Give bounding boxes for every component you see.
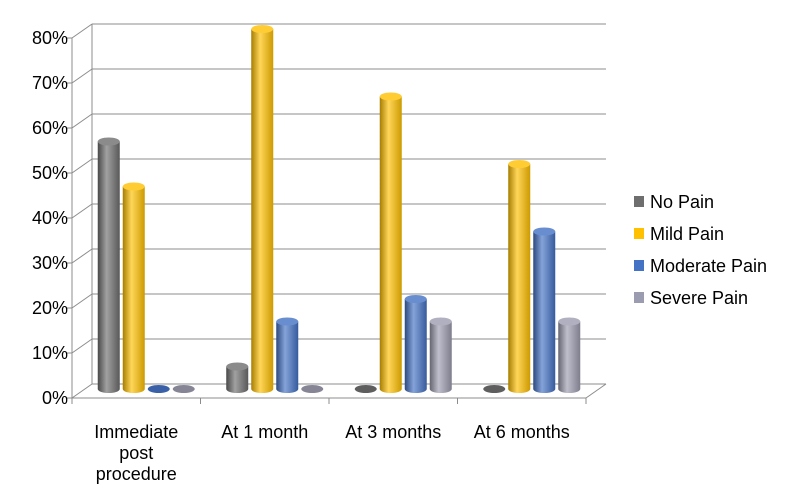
axes — [67, 24, 607, 404]
gridline-depth — [71, 23, 93, 39]
bar — [508, 160, 531, 393]
legend-label: Mild Pain — [650, 224, 724, 244]
bar-body — [558, 321, 581, 393]
bar-body — [276, 321, 299, 393]
legend-item: Mild Pain — [634, 224, 724, 244]
bar — [354, 385, 377, 393]
gridline-depth — [71, 248, 93, 264]
x-tick-label: At 3 months — [345, 422, 441, 442]
legend-label: Severe Pain — [650, 288, 748, 308]
y-tick-label: 20% — [32, 298, 68, 318]
y-tick-label: 0% — [42, 388, 68, 408]
bar-body — [429, 321, 452, 393]
bar-body — [97, 141, 120, 393]
gridline-depth — [71, 113, 93, 129]
bar-top — [226, 362, 249, 371]
bar — [533, 227, 556, 393]
bar — [172, 385, 195, 393]
gridline-depth — [71, 383, 93, 399]
bar-top — [404, 295, 427, 303]
x-tick-labels: Immediate post procedure At 1 month At 3 mon… — [94, 422, 570, 484]
gridline-depth — [71, 338, 93, 354]
bar — [147, 385, 170, 393]
bar-top — [483, 385, 506, 393]
legend-item: No Pain — [634, 192, 714, 212]
bar-top — [508, 160, 531, 168]
bar-top — [533, 227, 556, 236]
bar-body — [379, 96, 402, 393]
bar — [404, 295, 427, 393]
legend-swatch — [634, 228, 644, 239]
bar — [251, 25, 274, 393]
legend-item: Severe Pain — [634, 288, 748, 308]
bars — [97, 25, 581, 393]
legend-swatch — [634, 292, 644, 303]
y-tick-label: 30% — [32, 253, 68, 273]
bar-top — [172, 385, 195, 393]
bar-top — [122, 182, 145, 191]
bar-top — [301, 385, 324, 393]
bar-body — [122, 186, 145, 393]
bar-body — [533, 231, 556, 393]
y-tick-label: 80% — [32, 28, 68, 48]
floor-edge — [585, 383, 607, 399]
bar — [558, 317, 581, 393]
bar-top — [354, 385, 377, 393]
bar — [301, 385, 324, 393]
x-tick-label: At 1 month — [221, 422, 308, 442]
bar-top — [276, 317, 299, 326]
gridline-depth — [71, 293, 93, 309]
bar-top — [97, 137, 120, 146]
bar-body — [404, 299, 427, 393]
bar-top — [558, 317, 581, 326]
y-tick-label: 40% — [32, 208, 68, 228]
bar-body — [251, 29, 274, 393]
bar — [276, 317, 299, 393]
x-tick-label: At 6 months — [474, 422, 570, 442]
bar-top — [429, 317, 452, 326]
legend-label: Moderate Pain — [650, 256, 767, 276]
gridline-depth — [71, 158, 93, 174]
bar — [483, 385, 506, 393]
y-tick-label: 10% — [32, 343, 68, 363]
y-tick-label: 70% — [32, 73, 68, 93]
legend-swatch — [634, 196, 644, 207]
x-tick-label: Immediate post procedure — [94, 422, 178, 484]
bar-body — [226, 366, 249, 393]
legend-label: No Pain — [650, 192, 714, 212]
bar — [122, 182, 145, 393]
gridline-depth — [71, 68, 93, 84]
y-tick-labels: 0% 10% 20% 30% 40% 50% 60% 70% 80% — [32, 28, 68, 408]
legend-item: Moderate Pain — [634, 256, 767, 276]
bar — [97, 137, 120, 393]
bar-top — [147, 385, 170, 393]
grid-lines — [71, 23, 606, 399]
legend: No Pain Mild Pain Moderate Pain Severe Pain — [634, 192, 767, 308]
bar — [226, 362, 249, 393]
y-tick-label: 60% — [32, 118, 68, 138]
bar-top — [379, 92, 402, 101]
bar-top — [251, 25, 274, 33]
bar — [429, 317, 452, 393]
bar — [379, 92, 402, 393]
legend-swatch — [634, 260, 644, 271]
gridline-depth — [71, 203, 93, 219]
bar-body — [508, 164, 531, 393]
y-tick-label: 50% — [32, 163, 68, 183]
